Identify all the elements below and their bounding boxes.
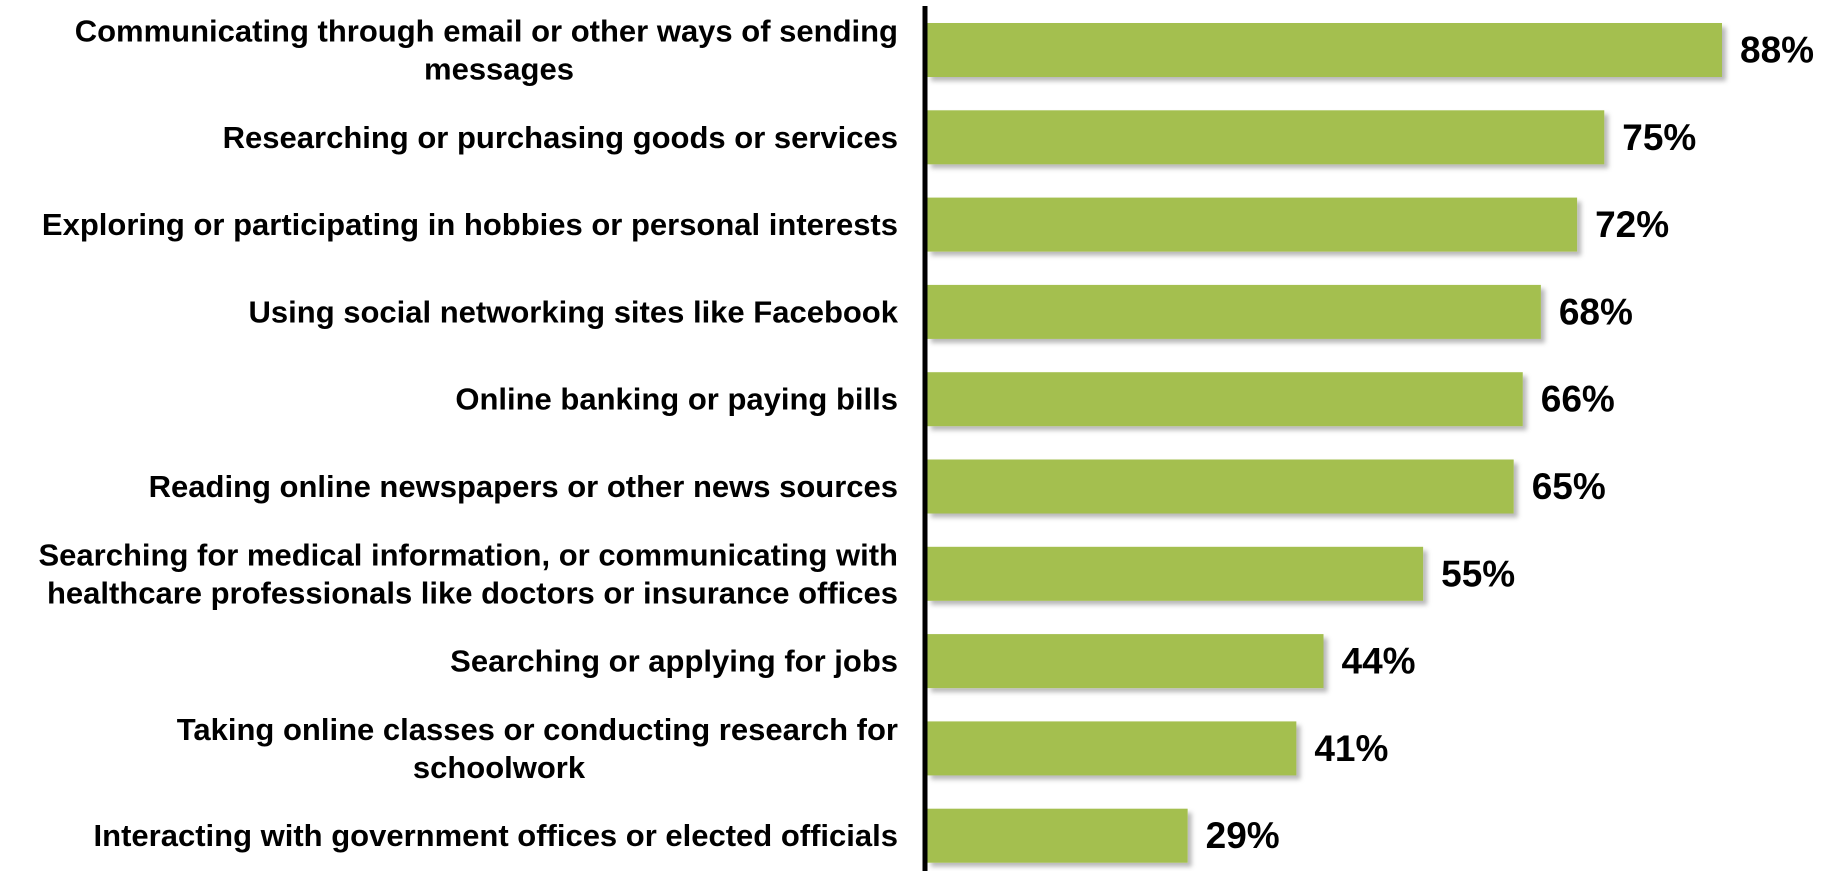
category-label-communicating-through-email-or-other-way: Communicating through email or other way… xyxy=(75,14,898,87)
value-label-online-banking-or-paying-bills: 66% xyxy=(1541,379,1615,420)
bar-searching-or-applying-for-jobs xyxy=(927,634,1324,689)
value-label-reading-online-newspapers-or-other-news-: 65% xyxy=(1532,466,1606,507)
value-label-exploring-or-participating-in-hobbies-or: 72% xyxy=(1595,204,1669,245)
value-label-searching-or-applying-for-jobs: 44% xyxy=(1342,641,1416,682)
category-labels-group: Communicating through email or other way… xyxy=(39,14,899,854)
category-label-using-social-networking-sites-like-faceb: Using social networking sites like Faceb… xyxy=(249,294,899,329)
value-label-searching-for-medical-information-or-com: 55% xyxy=(1441,553,1515,594)
category-label-searching-or-applying-for-jobs: Searching or applying for jobs xyxy=(450,644,898,679)
bar-communicating-through-email-or-other-way xyxy=(927,23,1722,77)
category-label-interacting-with-government-offices-or-e: Interacting with government offices or e… xyxy=(94,818,898,853)
bar-researching-or-purchasing-goods-or-servi xyxy=(927,110,1605,165)
value-labels-group: 88% 75% 72% 68% 66% 65% 55% 44% 41% 29% xyxy=(1206,30,1814,857)
value-label-communicating-through-email-or-other-way: 88% xyxy=(1740,30,1814,71)
value-label-using-social-networking-sites-like-faceb: 68% xyxy=(1559,291,1633,332)
bars-group xyxy=(927,23,1722,863)
bar-using-social-networking-sites-like-faceb xyxy=(927,284,1541,339)
bar-exploring-or-participating-in-hobbies-or xyxy=(927,197,1578,252)
category-label-researching-or-purchasing-goods-or-servi: Researching or purchasing goods or servi… xyxy=(223,120,898,155)
value-label-interacting-with-government-offices-or-e: 29% xyxy=(1206,815,1280,856)
category-label-reading-online-newspapers-or-other-news-: Reading online newspapers or other news … xyxy=(149,469,898,504)
bar-interacting-with-government-offices-or-e xyxy=(927,808,1188,863)
category-label-exploring-or-participating-in-hobbies-or: Exploring or participating in hobbies or… xyxy=(42,207,898,242)
bar-online-banking-or-paying-bills xyxy=(927,372,1523,427)
bar-searching-for-medical-information-or-com xyxy=(927,546,1424,601)
category-label-searching-for-medical-information-or-com: Searching for medical information, or co… xyxy=(39,537,899,610)
value-label-taking-online-classes-or-conducting-rese: 41% xyxy=(1314,728,1388,769)
value-label-researching-or-purchasing-goods-or-servi: 75% xyxy=(1622,117,1696,158)
category-label-online-banking-or-paying-bills: Online banking or paying bills xyxy=(455,382,898,417)
category-label-taking-online-classes-or-conducting-rese: Taking online classes or conducting rese… xyxy=(177,712,898,785)
bar-taking-online-classes-or-conducting-rese xyxy=(927,721,1297,776)
bar-reading-online-newspapers-or-other-news- xyxy=(927,459,1514,514)
